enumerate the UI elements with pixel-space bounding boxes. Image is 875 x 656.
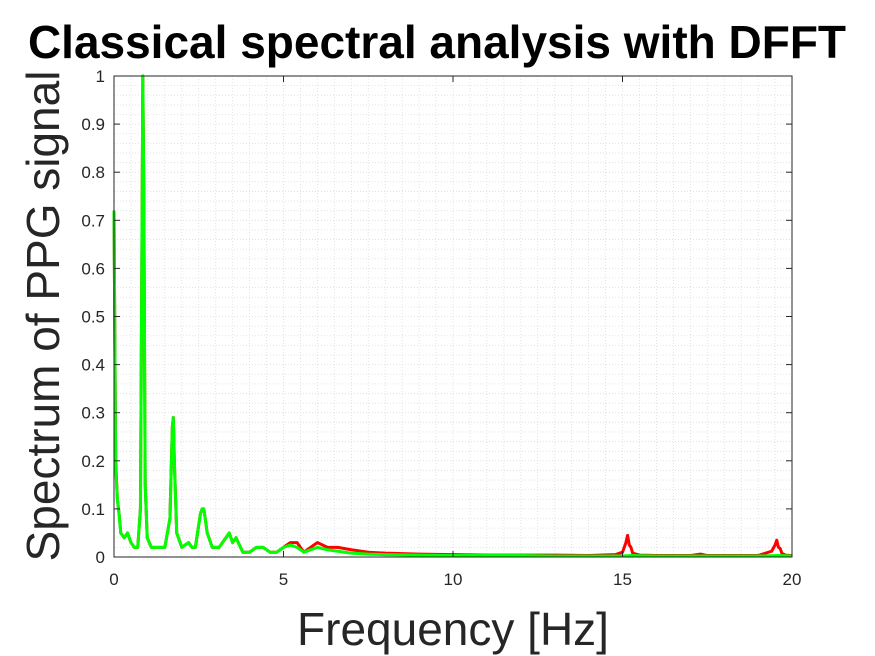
y-axis-label: Spectrum of PPG signal bbox=[17, 71, 69, 562]
axis-ticks: 0 5 10 15 20 0 0.1 0.2 0.3 0.4 0.5 0.6 0.7 0.8 0.9 1 bbox=[81, 67, 801, 589]
grid-lines bbox=[114, 76, 792, 557]
y-tick-label: 0 bbox=[96, 548, 105, 567]
y-tick-label: 0.9 bbox=[81, 115, 105, 134]
series-line-2 bbox=[112, 74, 793, 558]
series-lines bbox=[112, 74, 793, 558]
x-tick-label: 15 bbox=[613, 570, 632, 589]
x-tick-label: 10 bbox=[444, 570, 463, 589]
x-tick-label: 5 bbox=[279, 570, 288, 589]
y-tick-label: 1 bbox=[96, 67, 105, 86]
y-tick-label: 0.6 bbox=[81, 259, 105, 278]
y-tick-label: 0.8 bbox=[81, 163, 105, 182]
x-axis-label: Frequency [Hz] bbox=[297, 603, 609, 655]
y-tick-label: 0.1 bbox=[81, 500, 105, 519]
y-tick-label: 0.5 bbox=[81, 308, 105, 327]
x-tick-label: 20 bbox=[783, 570, 802, 589]
y-tick-label: 0.3 bbox=[81, 404, 105, 423]
y-tick-label: 0.7 bbox=[81, 211, 105, 230]
y-tick-label: 0.4 bbox=[81, 356, 105, 375]
chart-title: Classical spectral analysis with DFFT bbox=[28, 16, 846, 68]
y-tick-label: 0.2 bbox=[81, 452, 105, 471]
x-tick-label: 0 bbox=[109, 570, 118, 589]
